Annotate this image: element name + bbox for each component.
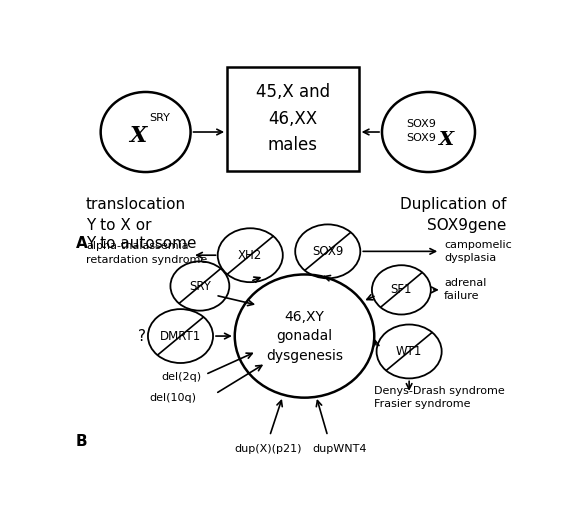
Text: del(2q): del(2q)	[161, 372, 201, 382]
Text: dupWNT4: dupWNT4	[312, 444, 367, 454]
Text: Duplication of
SOX9gene: Duplication of SOX9gene	[400, 197, 506, 233]
Text: del(10q): del(10q)	[150, 393, 196, 403]
Text: campomelic
dysplasia: campomelic dysplasia	[444, 240, 511, 263]
Text: A: A	[76, 236, 88, 251]
Text: SOX9: SOX9	[312, 245, 343, 258]
Text: ?: ?	[138, 329, 146, 343]
Text: SOX9: SOX9	[406, 133, 435, 143]
Text: B: B	[76, 434, 88, 449]
Text: alpha-thalassemia
retardation syndrome: alpha-thalassemia retardation syndrome	[86, 241, 207, 264]
Bar	[227, 67, 359, 170]
Text: WT1: WT1	[396, 345, 422, 358]
Text: SRY: SRY	[149, 113, 170, 123]
Text: X: X	[129, 125, 146, 147]
Text: SRY: SRY	[189, 279, 211, 293]
Text: X: X	[438, 131, 453, 149]
Text: XH2: XH2	[238, 249, 263, 262]
Text: 45,X and
46,XX
males: 45,X and 46,XX males	[256, 83, 330, 154]
Text: SOX9: SOX9	[406, 120, 435, 129]
Text: translocation
Y to X or: translocation Y to X or	[86, 197, 186, 233]
Text: adrenal
failure: adrenal failure	[444, 278, 486, 302]
Text: dup(X)(p21): dup(X)(p21)	[235, 444, 302, 454]
Text: Denys-Drash syndrome
Frasier syndrome: Denys-Drash syndrome Frasier syndrome	[374, 386, 505, 409]
Text: DMRT1: DMRT1	[160, 330, 201, 343]
Text: SF1: SF1	[391, 284, 412, 296]
Text: Y to autosome: Y to autosome	[86, 236, 196, 251]
Text: 46,XY
gonadal
dysgenesis: 46,XY gonadal dysgenesis	[266, 309, 343, 362]
